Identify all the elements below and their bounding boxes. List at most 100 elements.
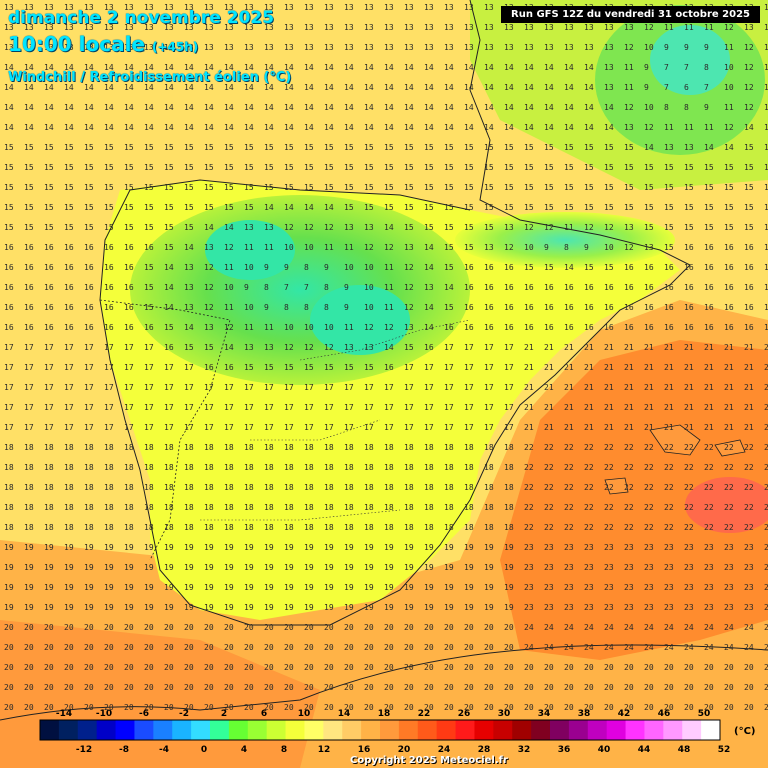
grid-value: 23 xyxy=(684,543,694,552)
grid-value: 14 xyxy=(344,83,354,92)
grid-value: 18 xyxy=(204,483,214,492)
grid-value: 19 xyxy=(384,583,394,592)
grid-value: 24 xyxy=(524,623,534,632)
grid-value: 13 xyxy=(24,3,34,12)
grid-value: 18 xyxy=(364,483,374,492)
grid-value: 14 xyxy=(124,83,134,92)
grid-value: 18 xyxy=(424,503,434,512)
grid-value: 21 xyxy=(584,343,594,352)
grid-value: 8 xyxy=(324,283,329,292)
grid-value: 21 xyxy=(724,363,734,372)
grid-value: 22 xyxy=(584,523,594,532)
grid-value: 15 xyxy=(204,183,214,192)
grid-value: 19 xyxy=(384,563,394,572)
grid-value: 20 xyxy=(584,663,594,672)
grid-value: 20 xyxy=(44,703,54,712)
grid-value: 20 xyxy=(104,623,114,632)
grid-value: 20 xyxy=(164,683,174,692)
grid-value: 22 xyxy=(764,523,768,532)
grid-value: 13 xyxy=(304,23,314,32)
grid-value: 15 xyxy=(464,183,474,192)
grid-value: 17 xyxy=(104,343,114,352)
grid-value: 14 xyxy=(84,83,94,92)
grid-value: 21 xyxy=(544,363,554,372)
grid-value: 14 xyxy=(404,63,414,72)
grid-value: 13 xyxy=(504,223,514,232)
grid-value: 19 xyxy=(124,583,134,592)
grid-value: 17 xyxy=(64,343,74,352)
grid-value: 15 xyxy=(384,143,394,152)
grid-value: 24 xyxy=(544,643,554,652)
grid-value: 14 xyxy=(424,63,434,72)
grid-value: 19 xyxy=(304,563,314,572)
grid-value: 17 xyxy=(264,403,274,412)
grid-value: 20 xyxy=(184,643,194,652)
grid-value: 16 xyxy=(524,283,534,292)
grid-value: 12 xyxy=(544,223,554,232)
grid-value: 20 xyxy=(384,663,394,672)
grid-value: 21 xyxy=(704,423,714,432)
grid-value: 18 xyxy=(344,463,354,472)
grid-value: 16 xyxy=(104,243,114,252)
grid-value: 19 xyxy=(104,603,114,612)
grid-value: 20 xyxy=(224,683,234,692)
scale-swatch xyxy=(625,720,645,740)
grid-value: 22 xyxy=(524,503,534,512)
grid-value: 11 xyxy=(564,223,574,232)
grid-value: 19 xyxy=(384,603,394,612)
grid-value: 15 xyxy=(144,183,154,192)
grid-value: 17 xyxy=(464,403,474,412)
grid-value: 8 xyxy=(684,103,689,112)
grid-value: 18 xyxy=(124,483,134,492)
grid-value: 14 xyxy=(444,283,454,292)
grid-value: 12 xyxy=(364,323,374,332)
grid-value: 7 xyxy=(664,83,669,92)
grid-value: 14 xyxy=(604,123,614,132)
grid-value: 15 xyxy=(444,203,454,212)
grid-value: 15 xyxy=(124,163,134,172)
grid-value: 10 xyxy=(364,263,374,272)
grid-value: 15 xyxy=(144,163,154,172)
grid-value: 19 xyxy=(164,583,174,592)
grid-value: 20 xyxy=(44,643,54,652)
grid-value: 17 xyxy=(84,383,94,392)
grid-value: 20 xyxy=(444,623,454,632)
grid-value: 23 xyxy=(764,583,768,592)
grid-value: 24 xyxy=(764,623,768,632)
grid-value: 14 xyxy=(264,103,274,112)
grid-value: 11 xyxy=(384,283,394,292)
scale-swatch xyxy=(247,720,268,740)
grid-value: 20 xyxy=(664,663,674,672)
grid-value: 13 xyxy=(64,3,74,12)
grid-value: 20 xyxy=(24,683,34,692)
grid-value: 16 xyxy=(544,303,554,312)
grid-value: 19 xyxy=(244,603,254,612)
grid-value: 19 xyxy=(424,563,434,572)
grid-value: 19 xyxy=(344,603,354,612)
grid-value: 15 xyxy=(644,203,654,212)
grid-value: 15 xyxy=(264,363,274,372)
grid-value: 15 xyxy=(584,203,594,212)
grid-value: 19 xyxy=(164,563,174,572)
local-time: 10:00 locale xyxy=(8,32,145,56)
grid-value: 17 xyxy=(64,383,74,392)
grid-value: 16 xyxy=(44,323,54,332)
grid-value: 22 xyxy=(704,443,714,452)
grid-value: 17 xyxy=(104,403,114,412)
grid-value: 16 xyxy=(84,263,94,272)
grid-value: 13 xyxy=(244,343,254,352)
grid-value: 22 xyxy=(564,503,574,512)
scale-swatch xyxy=(266,720,287,740)
grid-value: 18 xyxy=(84,523,94,532)
grid-value: 13 xyxy=(344,23,354,32)
grid-value: 20 xyxy=(464,643,474,652)
grid-value: 20 xyxy=(404,663,414,672)
grid-value: 10 xyxy=(324,323,334,332)
grid-value: 16 xyxy=(164,343,174,352)
grid-value: 16 xyxy=(664,323,674,332)
grid-value: 16 xyxy=(124,323,134,332)
grid-value: 12 xyxy=(644,123,654,132)
grid-value: 18 xyxy=(4,503,14,512)
grid-value: 18 xyxy=(4,463,14,472)
grid-value: 17 xyxy=(384,383,394,392)
